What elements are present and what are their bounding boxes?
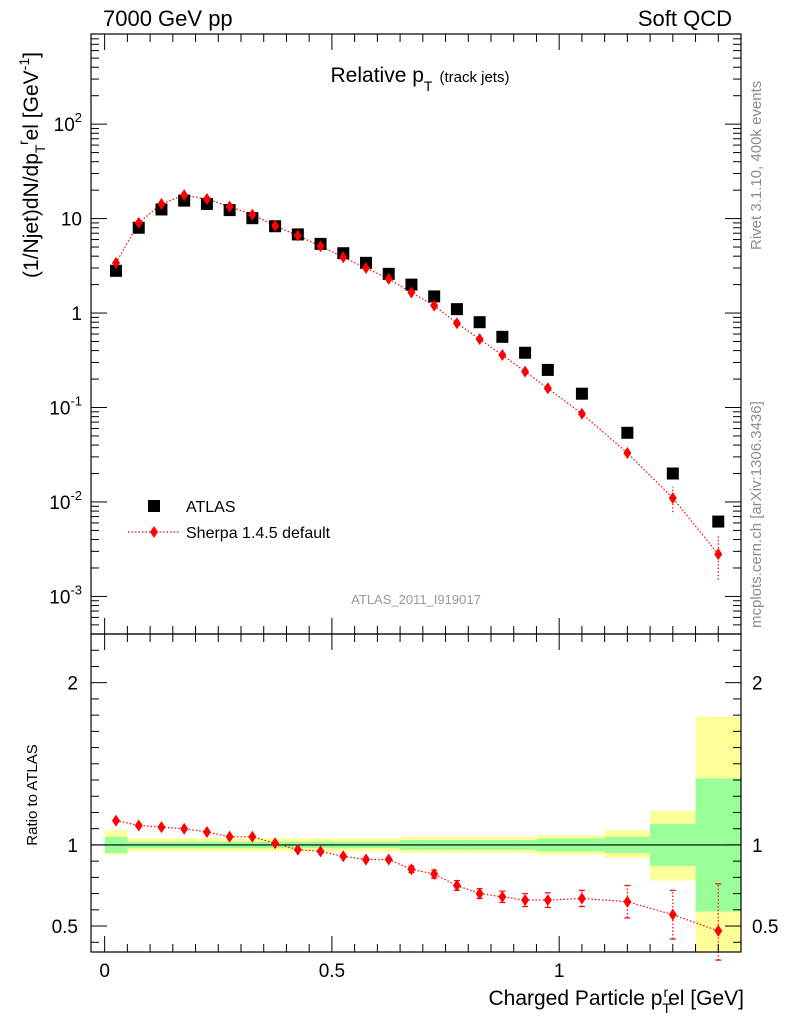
atlas-data-point xyxy=(575,387,588,400)
analysis-group-label: Soft QCD xyxy=(637,6,732,31)
ratio-frame xyxy=(90,633,742,953)
sherpa-point xyxy=(714,548,723,561)
atlas-data-point xyxy=(110,264,122,277)
ratio-point xyxy=(543,894,552,907)
main-y-tick-label: 10-3 xyxy=(49,582,82,608)
sherpa-point xyxy=(180,189,189,202)
sherpa-point xyxy=(271,219,280,232)
ratio-point xyxy=(202,825,211,838)
atlas-data-point xyxy=(405,278,418,291)
sherpa-point xyxy=(543,382,552,395)
ratio-point xyxy=(339,850,348,863)
ratio-point xyxy=(112,814,120,827)
ratio-y-tick-label-right: 2 xyxy=(752,674,763,695)
ratio-point xyxy=(430,868,439,881)
x-tick-label: 1 xyxy=(554,961,565,982)
ratio-point xyxy=(668,908,677,921)
x-axis-label: Charged Particle pTrel [GeV] xyxy=(488,984,744,1016)
ratio-y-axis-label: Ratio to ATLAS xyxy=(24,744,41,845)
main-y-tick-label: 1 xyxy=(71,304,82,325)
sherpa-point xyxy=(623,446,632,459)
ratio-y-tick-label-right: 0.5 xyxy=(752,917,778,938)
sherpa-point xyxy=(577,407,586,420)
main-y-tick-label: 102 xyxy=(54,110,82,136)
sherpa-point xyxy=(248,208,257,221)
process-label: 7000 GeV pp xyxy=(103,6,233,31)
legend-sherpa-marker xyxy=(150,526,158,538)
atlas-data-point xyxy=(428,290,441,303)
atlas-data-point xyxy=(473,316,486,329)
ratio-point xyxy=(407,863,416,876)
sherpa-point xyxy=(362,261,370,274)
main-y-tick-label: 10-2 xyxy=(49,488,82,514)
ratio-point xyxy=(384,853,393,866)
ratio-point xyxy=(498,890,507,903)
analysis-watermark: ATLAS_2011_I919017 xyxy=(351,592,481,607)
sherpa-point xyxy=(452,317,461,330)
sherpa-point xyxy=(430,299,439,312)
ratio-point xyxy=(248,830,257,843)
ratio-point xyxy=(577,892,586,905)
sherpa-point xyxy=(225,200,234,213)
atlas-data-point xyxy=(712,515,725,528)
ratio-point xyxy=(134,819,143,832)
legend: ATLAS Sherpa 1.4.5 default xyxy=(128,499,331,542)
sherpa-point xyxy=(498,348,507,361)
main-panel: Relative pT (track jets) ATLAS_2011_I9190… xyxy=(15,33,742,635)
ratio-panel: 0.5 0.5 1 1 2 2 Ratio to ATLAS xyxy=(24,633,778,961)
sherpa-point xyxy=(475,333,484,346)
atlas-data-point xyxy=(519,346,532,359)
sherpa-point xyxy=(157,197,166,210)
legend-atlas-label: ATLAS xyxy=(186,499,236,516)
sherpa-point xyxy=(134,216,143,229)
ratio-point xyxy=(157,821,166,834)
atlas-data-point xyxy=(450,303,463,316)
sherpa-point xyxy=(112,256,120,269)
sherpa-point xyxy=(202,193,211,206)
ratio-point xyxy=(714,924,723,937)
ratio-y-tick-label-left: 0.5 xyxy=(52,917,78,938)
ratio-point xyxy=(623,895,632,908)
ratio-point xyxy=(452,879,461,892)
main-frame xyxy=(90,33,742,635)
atlas-data-point xyxy=(541,363,554,376)
x-tick-label: 0.5 xyxy=(319,961,345,982)
x-tick-label: 0 xyxy=(99,961,110,982)
legend-sherpa-label: Sherpa 1.4.5 default xyxy=(186,525,331,542)
ratio-point xyxy=(316,845,325,858)
main-y-tick-label: 10-1 xyxy=(49,394,82,420)
sherpa-point xyxy=(339,251,348,264)
ratio-point xyxy=(475,887,484,900)
ratio-point xyxy=(271,837,280,850)
atlas-data-point xyxy=(496,330,509,343)
sherpa-point xyxy=(668,492,677,505)
ratio-point xyxy=(180,822,189,835)
main-y-axis-label: (1/Njet)dN/dpTrel [GeV-1] xyxy=(15,52,48,278)
ratio-y-tick-label-right: 1 xyxy=(752,836,763,857)
legend-atlas-marker xyxy=(148,500,160,512)
ratio-point xyxy=(521,894,530,907)
ratio-y-tick-label-left: 2 xyxy=(67,674,78,695)
main-plot-title: Relative pT (track jets) xyxy=(331,64,510,94)
atlas-data-point xyxy=(621,426,634,439)
main-y-tick-label: 10 xyxy=(61,210,82,231)
ratio-point xyxy=(293,843,302,856)
ratio-line xyxy=(115,819,719,932)
sherpa-point xyxy=(384,272,393,285)
sherpa-point xyxy=(293,229,302,242)
ratio-point xyxy=(225,830,234,843)
sherpa-point xyxy=(407,286,416,299)
atlas-data-point xyxy=(666,467,679,480)
sherpa-point xyxy=(316,240,325,253)
sherpa-point xyxy=(521,365,530,378)
ratio-y-tick-label-left: 1 xyxy=(67,836,78,857)
ratio-point xyxy=(362,853,370,866)
